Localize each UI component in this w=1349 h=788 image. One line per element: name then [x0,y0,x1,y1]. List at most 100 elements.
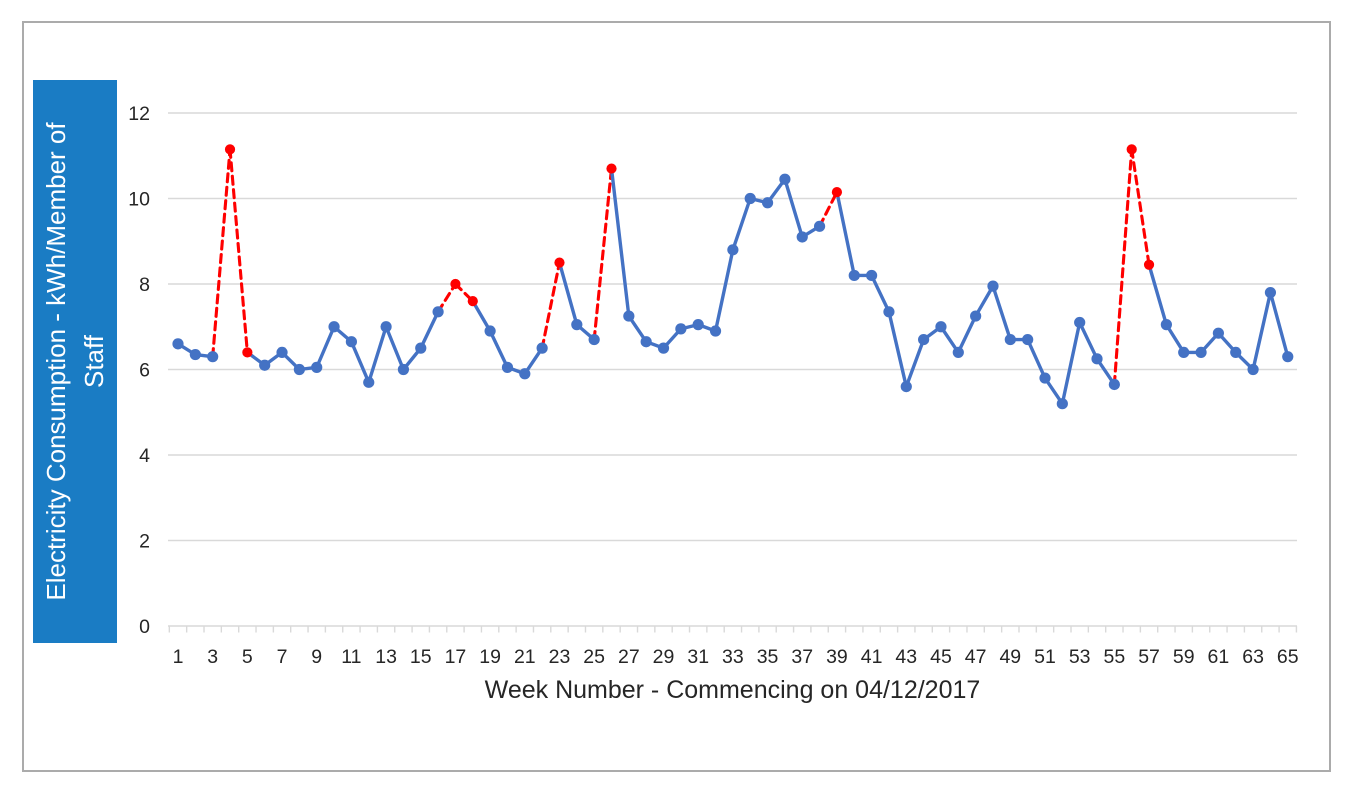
data-point-week-45 [935,321,947,333]
data-point-week-1 [172,338,184,350]
y-tick-label: 8 [139,274,150,296]
data-point-week-56 [1126,144,1137,155]
line-segment [835,190,856,278]
data-point-week-47 [970,310,982,322]
line-segment [349,340,371,385]
line-segment [1268,290,1290,359]
y-axis-title-line2: Staff [79,335,109,389]
x-tick-label: 41 [861,646,883,668]
data-point-week-20 [501,361,514,373]
x-tick-label: 57 [1138,646,1160,668]
data-point-week-63 [1247,363,1259,376]
anomaly-line-segment [211,147,232,359]
x-tick-label: 11 [341,646,361,668]
data-point-week-32 [709,325,722,337]
x-tick-label: 31 [687,646,709,668]
data-point-week-51 [1039,372,1051,384]
line-segment [973,284,995,318]
x-tick-label: 39 [826,646,848,668]
x-tick-label: 33 [722,646,744,668]
line-segment [384,325,406,372]
x-tick-label: 59 [1173,646,1195,668]
data-point-week-41 [866,269,878,282]
line-segment [904,337,926,389]
line-segment [887,310,908,389]
data-point-week-38 [813,220,826,232]
data-point-week-46 [952,346,964,358]
x-axis-title: Week Number - Commencing on 04/12/2017 [484,676,981,704]
anomaly-line-segment [1130,147,1151,267]
data-point-week-52 [1056,398,1068,410]
y-axis-title: Electricity Consumption - kWh/Member of … [33,80,117,643]
line-segment [315,325,336,370]
anomaly-line-segment [540,261,562,350]
data-point-week-12 [363,376,375,388]
data-point-week-16 [432,306,444,318]
data-point-week-26 [606,163,617,174]
data-point-week-29 [657,342,670,354]
data-point-week-6 [259,359,271,371]
x-tick-label: 65 [1277,646,1299,668]
x-tick-label: 7 [277,646,288,668]
line-segment [609,166,631,318]
data-point-week-42 [883,306,895,318]
y-axis-title-line1: Electricity Consumption - kWh/Member of [41,122,71,601]
line-segment [991,284,1013,342]
y-tick-label: 10 [128,189,150,211]
data-point-week-2 [189,348,201,361]
anomaly-line-segment [818,190,839,228]
x-tick-label: 21 [514,646,536,668]
x-tick-label: 53 [1069,646,1091,668]
data-point-week-19 [484,325,496,337]
line-segment [1060,320,1082,406]
data-point-week-4 [224,144,236,155]
line-segment [367,325,388,385]
data-point-week-37 [796,231,808,243]
anomaly-line-segment [228,147,249,354]
line-segment [869,273,891,314]
x-tick-label: 43 [895,646,917,668]
data-point-week-59 [1178,346,1190,358]
x-tick-label: 45 [930,646,952,668]
data-point-week-9 [311,361,323,373]
x-tick-label: 29 [653,646,675,668]
data-point-week-21 [519,368,531,380]
data-point-week-17 [450,278,461,290]
x-tick-label: 61 [1208,646,1230,668]
data-point-week-64 [1264,286,1277,299]
data-point-week-35 [761,197,774,209]
x-tick-label: 51 [1034,646,1056,668]
data-point-week-36 [779,173,791,185]
line-segment [783,177,804,239]
line-segment [488,329,510,370]
y-axis-title-box: Electricity Consumption - kWh/Member of … [33,80,117,643]
data-point-week-65 [1282,351,1294,363]
line-segment [1251,290,1273,372]
data-point-week-3 [207,351,219,363]
data-point-week-53 [1074,316,1086,329]
x-tick-label: 23 [549,646,571,668]
data-point-week-44 [918,333,930,346]
y-tick-label: 0 [139,616,150,638]
data-point-week-48 [987,280,999,292]
data-point-week-57 [1143,259,1155,270]
y-tick-label: 2 [139,531,150,553]
x-tick-label: 19 [479,646,501,668]
line-segment [557,260,579,327]
data-point-week-25 [588,333,600,346]
line-segment [956,314,978,355]
line-segment [1077,320,1099,361]
line-segment [471,299,492,333]
data-point-week-27 [623,310,635,322]
data-point-week-30 [675,323,687,335]
data-point-week-39 [831,186,843,198]
data-point-week-24 [571,319,583,331]
x-tick-label: 47 [965,646,987,668]
x-tick-label: 1 [173,646,184,668]
x-tick-label: 3 [207,646,218,668]
data-point-week-13 [380,321,392,333]
data-point-week-58 [1160,319,1172,331]
data-point-week-18 [467,296,478,307]
x-tick-label: 37 [791,646,813,668]
